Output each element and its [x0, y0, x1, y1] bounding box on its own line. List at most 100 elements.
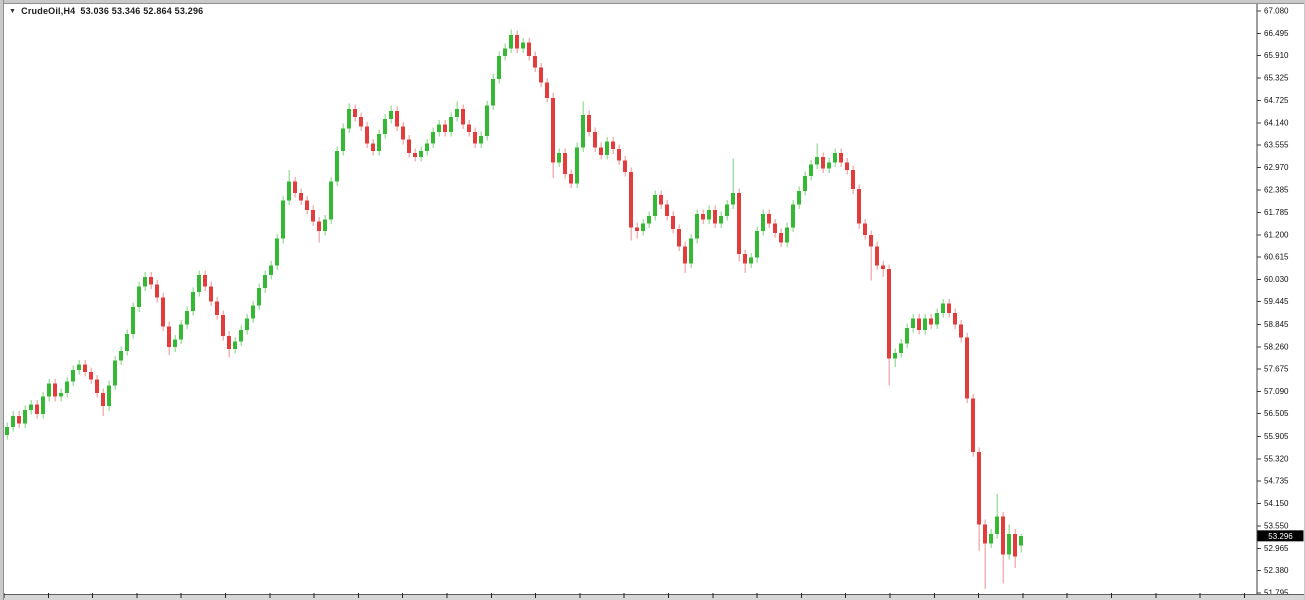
price-tick-label: 58.260 — [1264, 342, 1289, 351]
candle-body — [1019, 535, 1023, 546]
candle-body — [461, 109, 465, 125]
candle-body — [941, 303, 945, 313]
candle-body — [671, 215, 675, 230]
candle-body — [1001, 516, 1005, 555]
time-axis[interactable] — [0, 593, 1305, 600]
time-bar — [0, 595, 1305, 600]
candle-body — [437, 124, 441, 133]
candle-body — [707, 210, 711, 220]
candle-body — [227, 335, 231, 350]
price-tick-label: 65.325 — [1264, 73, 1289, 82]
candle-body — [11, 415, 15, 428]
candle-body — [767, 213, 771, 224]
candle-body — [341, 128, 345, 152]
candle-body — [845, 162, 849, 171]
candle-body — [527, 42, 531, 56]
candle-body — [923, 318, 927, 331]
window-frame-left — [0, 0, 4, 600]
candle-body — [857, 189, 861, 224]
price-tick-label: 52.965 — [1264, 544, 1289, 553]
price-tick-label: 61.200 — [1264, 230, 1289, 239]
candle-body — [47, 383, 51, 397]
candle-body — [479, 135, 483, 144]
candle-body — [989, 533, 993, 544]
candle-body — [839, 153, 843, 163]
candle-body — [869, 234, 873, 247]
candle-body — [305, 200, 309, 211]
candle-body — [311, 210, 315, 222]
price-tick-label: 60.615 — [1264, 253, 1289, 262]
candle-body — [659, 194, 663, 205]
candle-wick — [996, 493, 998, 539]
candle-body — [191, 292, 195, 312]
candle-body — [635, 227, 639, 232]
candle-body — [485, 105, 489, 136]
candle-body — [515, 34, 519, 49]
price-tick-label: 60.030 — [1264, 275, 1289, 284]
candle-body — [455, 109, 459, 117]
candle-body — [395, 111, 399, 127]
price-tick-label: 64.725 — [1264, 96, 1289, 105]
candle-body — [1013, 533, 1017, 557]
price-tick-label: 65.910 — [1264, 51, 1289, 60]
candle-body — [959, 324, 963, 338]
symbol-dropdown-icon[interactable]: ▼ — [9, 7, 17, 15]
candle-body — [89, 371, 93, 380]
candle-body — [977, 451, 981, 525]
candle-body — [137, 286, 141, 308]
price-tick-label: 55.905 — [1264, 432, 1289, 441]
candle-body — [815, 156, 819, 165]
price-axis[interactable]: 67.080 66.495 65.910 65.325 64.725 64.140 63.5… — [1256, 4, 1289, 598]
candle-body — [491, 78, 495, 106]
candle-body — [101, 392, 105, 407]
price-tick-label: 67.080 — [1264, 7, 1289, 16]
candle-body — [647, 215, 651, 224]
candle-body — [881, 265, 885, 270]
symbol-ohlc-label: ▼ CrudeOil,H4 53.036 53.346 52.864 53.29… — [9, 6, 203, 16]
candle-body — [641, 223, 645, 232]
candle-body — [281, 200, 285, 239]
candle-body — [851, 170, 855, 190]
candle-body — [725, 204, 729, 216]
current-price-badge-bg — [1257, 530, 1304, 542]
candle-body — [83, 364, 87, 372]
candle-body — [197, 274, 201, 293]
candle-body — [509, 34, 513, 49]
candle-body — [5, 427, 9, 435]
candle-body — [263, 274, 267, 289]
candle-body — [887, 269, 891, 359]
candle-body — [203, 274, 207, 287]
price-tick-label: 53.550 — [1264, 522, 1289, 531]
candle-body — [317, 221, 321, 232]
candle-body — [965, 337, 969, 399]
candle-body — [245, 318, 249, 331]
candle-body — [293, 181, 297, 194]
candle-body — [821, 156, 825, 169]
price-tick-label: 57.675 — [1264, 365, 1289, 374]
candle-body — [53, 383, 57, 397]
candle-body — [731, 193, 735, 205]
price-tick-label: 62.385 — [1264, 185, 1289, 194]
candle-body — [59, 392, 63, 397]
candles-layer[interactable] — [5, 29, 1023, 590]
candle-body — [371, 143, 375, 152]
candle-body — [545, 82, 549, 98]
candle-body — [701, 213, 705, 220]
candle-body — [593, 132, 597, 148]
candle-body — [329, 181, 333, 220]
candle-body — [251, 305, 255, 319]
candle-body — [167, 326, 171, 348]
candle-body — [749, 257, 753, 264]
candle-body — [77, 364, 81, 371]
candle-body — [617, 149, 621, 161]
candle-body — [149, 276, 153, 285]
candle-body — [575, 147, 579, 184]
price-tick-label: 54.735 — [1264, 477, 1289, 486]
candle-body — [935, 312, 939, 325]
candle-wick — [816, 143, 818, 170]
candle-body — [233, 341, 237, 350]
candle-body — [113, 360, 117, 386]
candle-body — [389, 111, 393, 119]
